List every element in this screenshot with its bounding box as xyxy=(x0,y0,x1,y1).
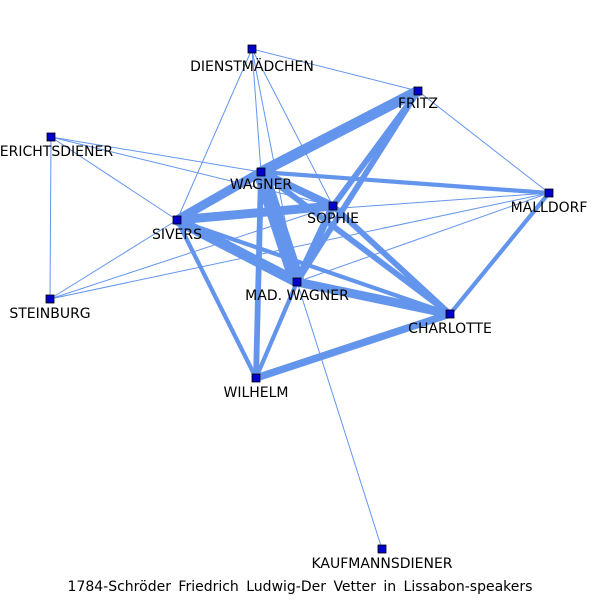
node-label-sophie: SOPHIE xyxy=(307,211,359,227)
edge-sivers-wilhelm xyxy=(175,219,258,379)
edge-gerichtsdiener-sophie xyxy=(50,136,334,207)
edge-wagner-malldorf xyxy=(260,169,550,196)
edge-wilhelm-charlotte xyxy=(254,310,452,382)
edge-steinburg-sophie xyxy=(49,205,334,300)
edge-wagner-sivers xyxy=(174,168,264,224)
node-label-dienstmaedchen: DIENSTMÄDCHEN xyxy=(190,57,314,75)
node-label-wagner: WAGNER xyxy=(230,177,293,193)
node-fritz xyxy=(413,86,423,96)
edge-wagner-fritz xyxy=(258,86,421,177)
edge-sivers-malldorf xyxy=(176,192,550,221)
node-label-charlotte: CHARLOTTE xyxy=(408,321,492,337)
node-charlotte xyxy=(445,309,455,319)
edge-layer xyxy=(49,48,551,550)
edge-fritz-mad_wagner xyxy=(294,89,421,284)
node-kaufmannsdiener xyxy=(377,544,387,554)
node-label-fritz: FRITZ xyxy=(398,96,438,112)
node-sivers xyxy=(172,215,182,225)
edge-wagner-wilhelm xyxy=(253,171,264,379)
edge-mad_wagner-malldorf xyxy=(296,192,550,283)
node-wilhelm xyxy=(251,373,261,383)
node-label-mad_wagner: MAD. WAGNER xyxy=(245,288,349,304)
edge-wilhelm-mad_wagner xyxy=(254,281,299,379)
node-label-malldorf: MALLDORF xyxy=(511,200,588,216)
node-wagner xyxy=(256,167,266,177)
edge-fritz-malldorf xyxy=(417,90,550,194)
edge-sivers-mad_wagner xyxy=(174,215,300,287)
edge-malldorf-charlotte xyxy=(448,191,551,316)
node-dienstmaedchen xyxy=(247,44,257,54)
edge-mad_wagner-kaufmannsdiener xyxy=(296,281,383,550)
edge-sivers-steinburg xyxy=(49,219,178,300)
node-label-gerichtsdiener: GERICHTSDIENER xyxy=(0,144,113,160)
edge-sophie-charlotte xyxy=(331,203,452,317)
node-sophie xyxy=(328,201,338,211)
node-label-wilhelm: WILHELM xyxy=(223,385,288,401)
node-steinburg xyxy=(45,294,55,304)
edge-dienstmaedchen-mad_wagner xyxy=(251,48,298,283)
node-label-steinburg: STEINBURG xyxy=(9,306,90,322)
node-label-sivers: SIVERS xyxy=(152,227,202,243)
edge-gerichtsdiener-wagner xyxy=(50,136,262,173)
edge-mad_wagner-charlotte xyxy=(296,277,451,319)
node-mad_wagner xyxy=(292,277,302,287)
node-label-kaufmannsdiener: KAUFMANNSDIENER xyxy=(311,556,452,572)
edge-steinburg-malldorf xyxy=(49,192,550,300)
edge-sivers-charlotte xyxy=(176,218,451,316)
graph-caption: 1784-Schröder Friedrich Ludwig-Der Vette… xyxy=(67,579,533,595)
node-gerichtsdiener xyxy=(46,132,56,142)
edge-dienstmaedchen-sivers xyxy=(176,48,253,221)
node-layer xyxy=(45,44,554,554)
node-malldorf xyxy=(544,188,554,198)
edge-dienstmaedchen-wagner xyxy=(251,48,262,173)
label-layer: DIENSTMÄDCHEN FRITZ GERICHTSDIENER WAGNER MA… xyxy=(0,57,587,572)
edge-gerichtsdiener-steinburg xyxy=(49,136,52,300)
edge-dienstmaedchen-fritz xyxy=(251,48,419,92)
edge-dienstmaedchen-sophie xyxy=(251,48,334,207)
edge-gerichtsdiener-sivers xyxy=(50,136,178,221)
